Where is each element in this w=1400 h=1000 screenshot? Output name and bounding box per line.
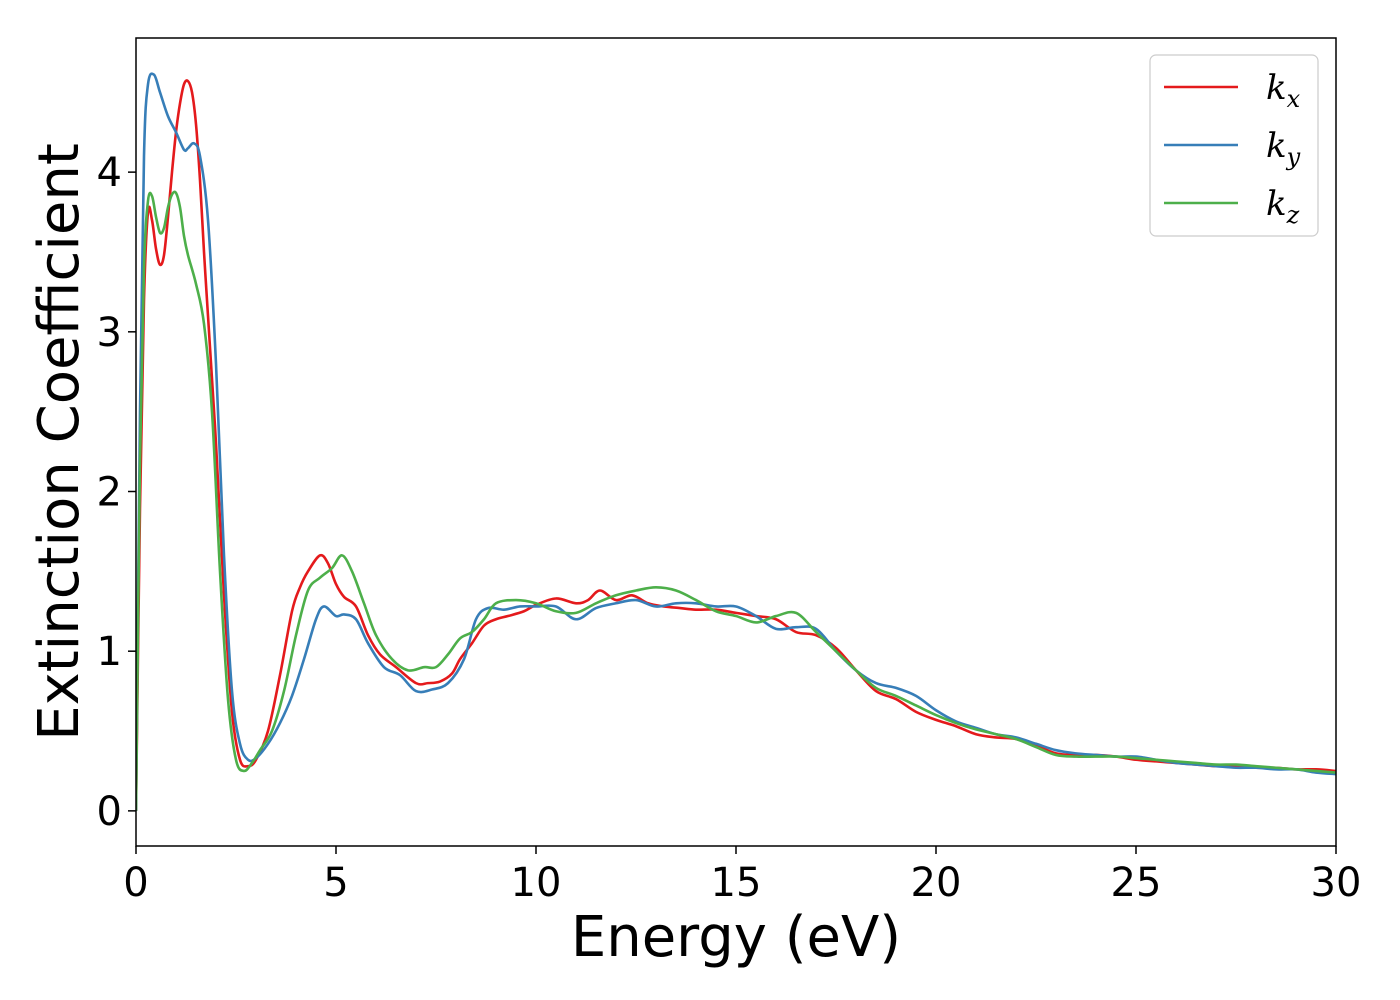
- y-tick-label: 1: [97, 629, 122, 675]
- x-tick-label: 10: [511, 860, 562, 906]
- y-tick-label: 0: [97, 789, 122, 835]
- y-axis-title: Extinction Coefficient: [27, 143, 92, 741]
- x-tick-label: 20: [911, 860, 962, 906]
- x-axis-title: Energy (eV): [571, 905, 901, 970]
- y-tick-label: 3: [97, 310, 122, 356]
- series-layer: [136, 72, 1336, 811]
- x-tick-label: 0: [123, 860, 148, 906]
- x-tick-label: 5: [323, 860, 348, 906]
- legend-label: kz: [1266, 184, 1300, 229]
- series-line-ky: [136, 72, 1336, 811]
- x-tick-label: 15: [711, 860, 762, 906]
- x-tick-label: 25: [1111, 860, 1162, 906]
- y-tick-label: 4: [97, 150, 122, 196]
- x-tick-label: 30: [1311, 860, 1362, 906]
- series-line-kz: [136, 190, 1336, 811]
- ticks-layer: 0 5 10 15 20 25 30 0 1 2 3 4: [97, 150, 1362, 906]
- legend-label: kx: [1266, 68, 1301, 113]
- legend-label: ky: [1266, 126, 1301, 171]
- legend: kx ky kz: [1149, 54, 1319, 237]
- y-tick-label: 2: [97, 470, 122, 516]
